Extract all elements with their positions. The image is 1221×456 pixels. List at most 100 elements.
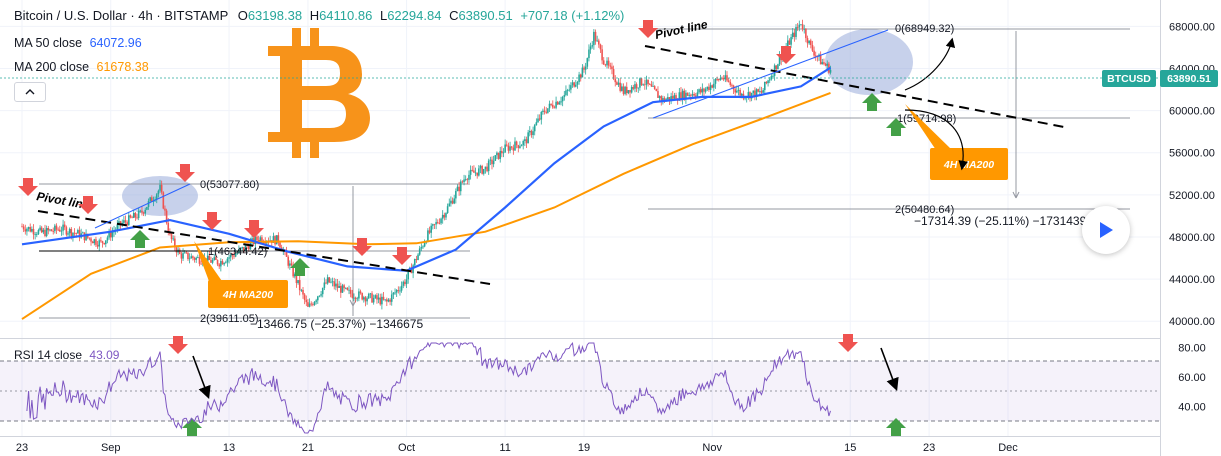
candle-body — [650, 84, 653, 87]
candle-body — [468, 174, 470, 180]
candle-body — [91, 241, 94, 244]
candle-body — [575, 84, 577, 87]
candle-body — [752, 90, 755, 93]
candle-body — [772, 75, 774, 77]
candle-body — [157, 190, 160, 195]
time-tick-label: 19 — [578, 442, 590, 454]
collapse-legend-button[interactable] — [14, 82, 46, 102]
candle-body — [308, 303, 311, 307]
candle-body — [599, 44, 602, 50]
candle-body — [98, 240, 101, 247]
ma200-legend[interactable]: MA 200 close 61678.38 — [14, 60, 149, 74]
candle-body — [297, 280, 299, 284]
candle-body — [744, 97, 746, 99]
candle-body — [392, 292, 395, 295]
candle-body — [407, 271, 409, 280]
fib-mid-label-1: 1(46344.42) — [208, 246, 267, 258]
candle-body — [824, 63, 827, 66]
candle-body — [190, 256, 193, 259]
candle-body — [607, 60, 610, 66]
rsi-legend[interactable]: RSI 14 close 43.09 — [14, 348, 119, 362]
candle-body — [404, 281, 406, 285]
candle-body — [737, 89, 740, 91]
candle-body — [164, 208, 166, 211]
candle-body — [581, 67, 584, 78]
candle-body — [696, 92, 699, 97]
candle-body — [622, 86, 625, 94]
candle-body — [538, 118, 541, 120]
candle-body — [537, 118, 539, 123]
sell-signal-arrow — [175, 164, 195, 182]
rsi-sell-signal-arrow — [168, 336, 188, 354]
candle-body — [478, 168, 480, 176]
candle-body — [428, 230, 431, 233]
candle-body — [274, 236, 276, 245]
candle-body — [187, 252, 189, 260]
candle-body — [673, 95, 676, 99]
candle-body — [496, 152, 498, 156]
candle-body — [560, 101, 562, 103]
candle-body — [435, 222, 437, 225]
symbol-tag — [1102, 70, 1156, 87]
candle-body — [642, 84, 644, 86]
candle-body — [601, 49, 603, 61]
candle-body — [292, 265, 294, 277]
candle-body — [704, 89, 707, 92]
candle-body — [285, 250, 288, 257]
rsi-sell-signal-arrow — [838, 334, 858, 352]
candle-body — [509, 146, 511, 151]
candle-body — [667, 97, 669, 100]
candle-body — [583, 67, 585, 70]
candle-body — [151, 197, 153, 202]
ma200-line — [21, 91, 831, 320]
candle-body — [519, 146, 521, 149]
curved-arrow-down — [904, 109, 969, 171]
candle-body — [427, 230, 429, 242]
candle-body — [466, 179, 469, 181]
candle-body — [627, 90, 630, 94]
candle-body — [126, 222, 128, 226]
rsi-tick-label: 40.00 — [1178, 401, 1206, 413]
candle-body — [60, 230, 63, 232]
play-button[interactable] — [1082, 206, 1130, 254]
candle-body — [588, 49, 590, 59]
measure-arrow-2 — [1012, 191, 1020, 199]
candle-body — [344, 287, 347, 289]
change-value: +707.18 (+1.12%) — [520, 8, 625, 23]
symbol-legend[interactable]: Bitcoin / U.S. Dollar · 4h · BITSTAMP O6… — [14, 8, 624, 23]
symbol-title[interactable]: Bitcoin / U.S. Dollar · 4h · BITSTAMP — [14, 8, 229, 23]
candle-body — [224, 262, 227, 264]
candle-body — [182, 253, 184, 259]
candle-body — [616, 82, 618, 85]
trend-line-1 — [94, 183, 191, 229]
candle-body — [734, 89, 737, 93]
candle-body — [430, 225, 432, 233]
trend-line-2 — [652, 29, 889, 119]
candle-body — [412, 265, 414, 274]
candle-body — [275, 235, 278, 245]
candle-body — [330, 281, 332, 283]
candle-body — [619, 82, 621, 91]
bitcoin-logo — [268, 28, 370, 158]
candle-body — [451, 200, 454, 204]
candle-body — [606, 60, 608, 66]
candle-body — [471, 169, 474, 171]
price-tick-label: 68000.00 — [1169, 21, 1215, 33]
candle-body — [476, 172, 479, 176]
candle-body — [565, 90, 567, 95]
buy-signal-arrow — [862, 93, 882, 111]
curved-arrow-up — [904, 37, 956, 91]
candle-body — [42, 229, 45, 233]
candle-body — [389, 299, 391, 302]
candle-body — [175, 247, 178, 253]
candle-body — [586, 58, 589, 67]
measure-label-1: −13466.75 (−25.37%) −1346675 — [250, 317, 423, 331]
candle-body — [775, 65, 778, 70]
candle-body — [663, 98, 666, 102]
time-tick-label: 21 — [302, 442, 314, 454]
ma50-legend[interactable]: MA 50 close 64072.96 — [14, 36, 142, 50]
highlight-ellipse-sep — [122, 176, 198, 216]
pivot-line-2 — [644, 45, 1065, 128]
candle-body — [721, 77, 723, 79]
candle-body — [178, 249, 181, 254]
